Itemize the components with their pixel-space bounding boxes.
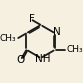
- Text: F: F: [29, 14, 34, 24]
- Text: CH₃: CH₃: [67, 45, 83, 54]
- Text: NH: NH: [35, 54, 50, 64]
- Text: CH₃: CH₃: [0, 34, 16, 43]
- Text: N: N: [53, 27, 60, 37]
- Text: O: O: [16, 55, 24, 65]
